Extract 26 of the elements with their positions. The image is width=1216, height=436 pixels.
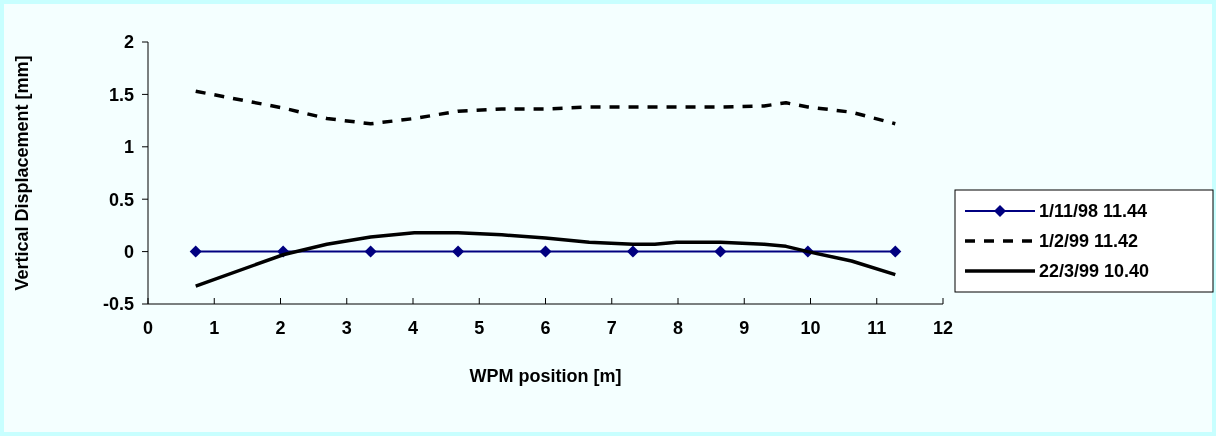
x-tick-label: 7 xyxy=(606,318,617,338)
y-tick-label: -0.5 xyxy=(102,294,134,315)
x-tick-label: 3 xyxy=(341,318,352,338)
x-tick-label: 2 xyxy=(275,318,286,338)
y-tick-label: 1 xyxy=(123,137,134,158)
x-tick-label: 6 xyxy=(540,318,551,338)
legend-label: 1/2/99 11.42 xyxy=(1039,231,1139,252)
x-axis-title: WPM position [m] xyxy=(469,366,622,386)
x-tick-label: 9 xyxy=(739,318,750,338)
x-tick-label: 11 xyxy=(867,318,887,338)
legend-label: 22/3/99 10.40 xyxy=(1039,261,1150,282)
line-series xyxy=(193,230,898,288)
x-tick-label: 10 xyxy=(800,318,821,338)
y-tick-label: 0.5 xyxy=(108,189,134,210)
x-tick-label: 8 xyxy=(672,318,684,338)
x-tick-label: 5 xyxy=(474,318,485,338)
y-tick-label: 0 xyxy=(123,241,134,262)
y-axis-title: Vertical Displacement [mm] xyxy=(12,55,32,291)
x-tick-label: 0 xyxy=(142,318,154,338)
y-tick-label: 1.5 xyxy=(108,84,134,105)
x-tick-label: 4 xyxy=(407,318,419,338)
legend-label: 1/11/98 11.44 xyxy=(1039,201,1148,222)
x-tick-label: 1 xyxy=(209,318,220,338)
y-tick-label: 2 xyxy=(123,32,134,53)
line-series xyxy=(193,89,898,126)
x-tick-label: 12 xyxy=(932,318,954,338)
